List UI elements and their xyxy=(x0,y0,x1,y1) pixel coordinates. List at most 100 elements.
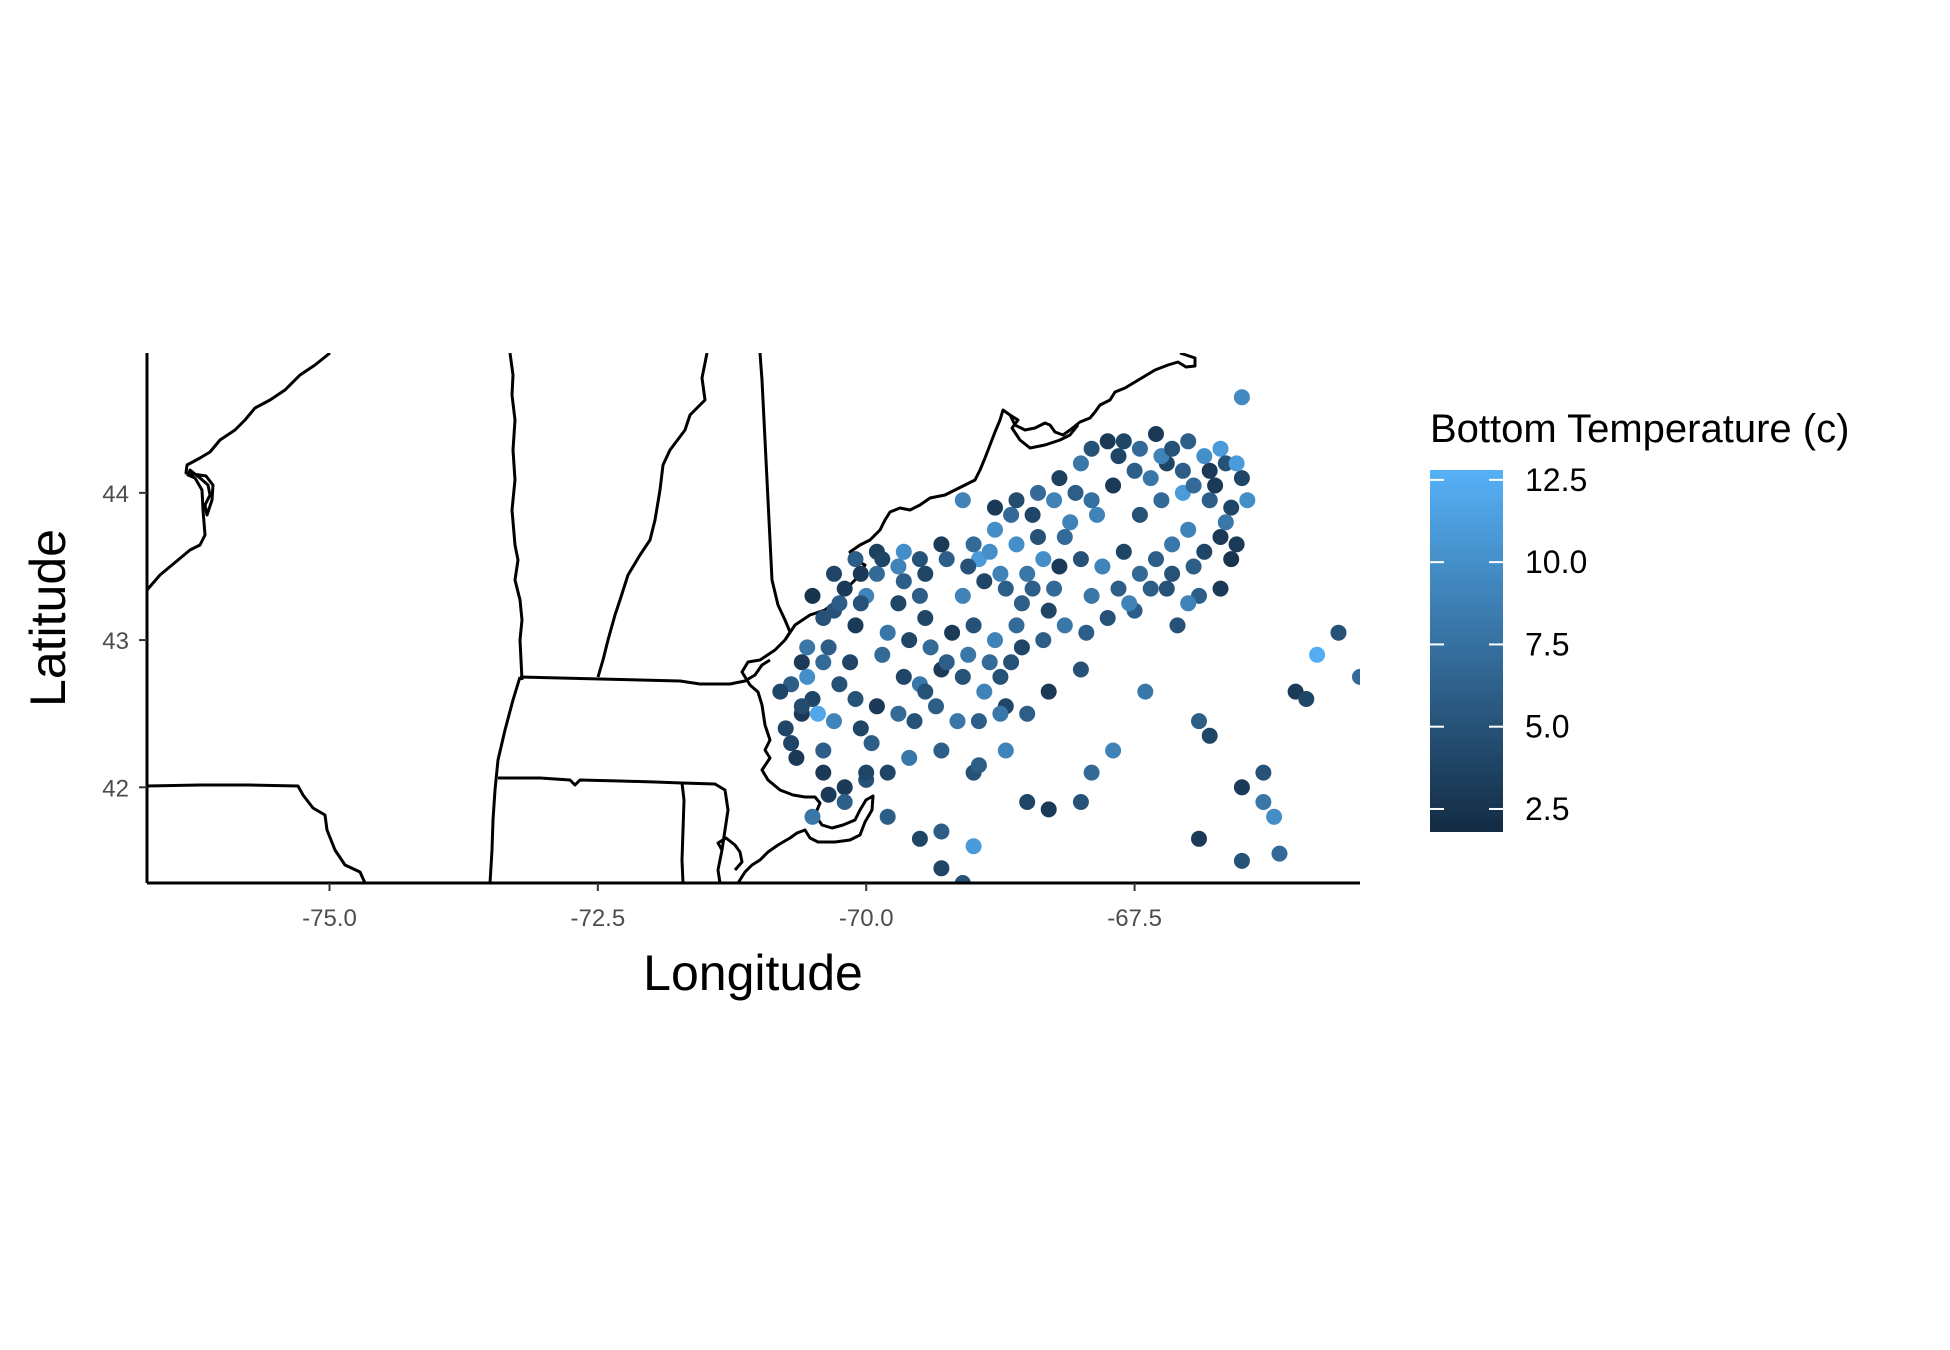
station-point xyxy=(938,551,955,568)
station-point xyxy=(1024,506,1041,523)
station-point xyxy=(1174,462,1191,479)
station-point xyxy=(970,713,987,730)
station-point xyxy=(911,551,928,568)
station-point xyxy=(809,705,826,722)
station-point xyxy=(1180,433,1197,450)
station-point xyxy=(826,713,842,730)
color-legend: Bottom Temperature (c) 2.5 5.0 7.5 10.0 12.5 xyxy=(1430,407,1849,832)
station-point xyxy=(1040,683,1057,700)
station-point xyxy=(1030,484,1046,501)
station-point xyxy=(1051,558,1068,575)
station-point xyxy=(1083,492,1100,509)
station-point xyxy=(1212,580,1229,597)
rhode-island-coast xyxy=(716,836,744,871)
maine-coast-inlets xyxy=(1009,413,1080,450)
station-point xyxy=(987,499,1003,516)
station-point xyxy=(1191,830,1207,847)
station-point xyxy=(938,654,955,671)
legend-title: Bottom Temperature (c) xyxy=(1430,407,1849,451)
station-point xyxy=(944,624,961,641)
station-point xyxy=(1185,477,1202,494)
station-point xyxy=(1239,492,1256,509)
station-point xyxy=(1201,462,1218,479)
station-point xyxy=(933,823,950,840)
station-point xyxy=(863,735,880,752)
station-point xyxy=(917,565,934,582)
y-axis-ticks: 42 43 44 xyxy=(102,481,147,802)
station-point xyxy=(997,580,1014,597)
station-point xyxy=(1008,536,1025,553)
station-point xyxy=(1196,543,1213,560)
station-point xyxy=(1255,794,1272,810)
station-point xyxy=(895,573,912,590)
station-point xyxy=(954,668,971,685)
station-point xyxy=(1212,440,1229,457)
station-point xyxy=(1083,587,1100,604)
station-point xyxy=(1191,713,1207,730)
station-point xyxy=(1013,595,1030,612)
station-point xyxy=(836,779,853,796)
station-point xyxy=(1126,462,1143,479)
station-point xyxy=(890,595,907,612)
station-point xyxy=(793,654,810,671)
station-point xyxy=(954,492,971,509)
station-point xyxy=(1067,484,1084,501)
station-point xyxy=(1003,654,1020,671)
station-point xyxy=(842,654,859,671)
ma-north-boundary xyxy=(519,658,771,686)
station-point xyxy=(1051,470,1068,487)
station-point xyxy=(981,654,998,671)
station-point xyxy=(852,720,869,737)
station-point xyxy=(820,786,837,803)
station-point xyxy=(847,617,864,634)
station-point xyxy=(788,749,805,766)
station-point xyxy=(1105,742,1122,759)
station-point xyxy=(852,595,869,612)
station-point xyxy=(1131,440,1148,457)
station-point xyxy=(1271,845,1288,862)
station-point xyxy=(793,698,810,715)
station-point xyxy=(783,735,800,752)
station-point xyxy=(1330,624,1347,641)
station-point xyxy=(911,830,928,847)
station-point xyxy=(858,764,875,781)
maine-coast xyxy=(783,353,1197,641)
station-point xyxy=(804,587,821,604)
y-tick-label: 43 xyxy=(102,628,129,655)
station-point xyxy=(1233,389,1250,406)
station-point xyxy=(987,632,1003,649)
station-point xyxy=(868,565,885,582)
station-point xyxy=(1309,646,1326,663)
station-point xyxy=(1019,565,1036,582)
station-point xyxy=(992,705,1009,722)
station-point xyxy=(879,624,896,641)
x-tick-label: -67.5 xyxy=(1107,905,1162,932)
station-point xyxy=(992,668,1009,685)
station-point xyxy=(1056,529,1073,545)
station-point xyxy=(1223,551,1240,568)
station-point xyxy=(1089,506,1105,523)
station-point xyxy=(772,683,789,700)
station-point xyxy=(1040,801,1057,818)
station-point xyxy=(965,838,982,855)
station-point xyxy=(1164,440,1181,457)
station-point xyxy=(1196,448,1213,465)
station-point xyxy=(901,749,918,766)
station-point xyxy=(1185,558,1202,575)
station-point xyxy=(836,580,853,597)
station-point xyxy=(917,683,934,700)
station-point xyxy=(922,639,939,656)
station-point xyxy=(976,683,993,700)
station-point xyxy=(1153,492,1170,509)
station-point xyxy=(1180,521,1197,538)
station-point xyxy=(965,536,982,553)
station-point xyxy=(847,691,864,707)
station-point xyxy=(917,610,934,626)
station-point xyxy=(1233,779,1250,796)
station-point xyxy=(1072,661,1089,678)
station-point xyxy=(1035,551,1052,568)
station-point xyxy=(911,587,928,604)
station-point xyxy=(901,632,918,649)
station-point xyxy=(815,654,832,671)
station-point xyxy=(852,565,869,582)
